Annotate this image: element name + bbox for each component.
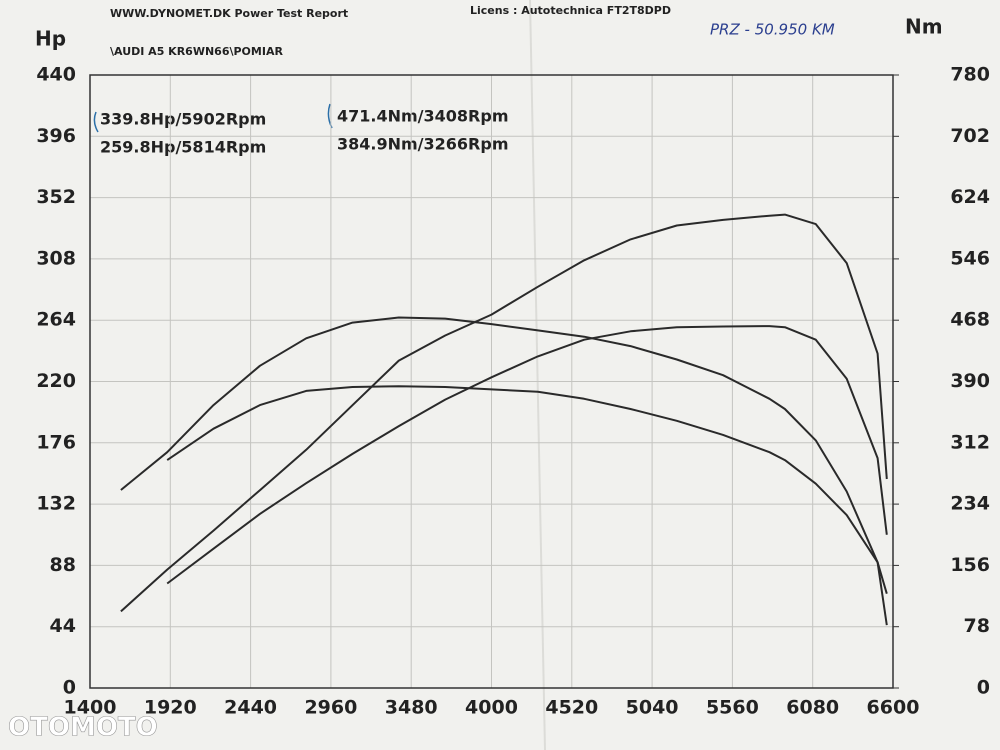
y-tick-label: 0 bbox=[63, 677, 76, 699]
x-tick-label: 2440 bbox=[224, 697, 277, 719]
y2-tick-label: 78 bbox=[964, 615, 990, 637]
x-tick-label: 1400 bbox=[64, 697, 117, 719]
y-tick-label: 396 bbox=[36, 125, 76, 147]
subtitle: \AUDI A5 KR6WN66\POMIAR bbox=[110, 45, 283, 58]
y2-tick-label: 702 bbox=[950, 125, 990, 147]
y2-tick-label: 156 bbox=[950, 554, 990, 576]
y2-tick-label: 546 bbox=[950, 247, 990, 269]
peak-label: 339.8Hp/5902Rpm bbox=[100, 110, 266, 129]
x-tick-label: 4000 bbox=[465, 697, 518, 719]
y2-tick-label: 390 bbox=[950, 370, 990, 392]
y2-tick-label: 624 bbox=[950, 186, 990, 208]
peak-label: 259.8Hp/5814Rpm bbox=[100, 138, 266, 157]
y2-tick-label: 780 bbox=[950, 64, 990, 86]
y-tick-label: 176 bbox=[36, 431, 76, 453]
plot-frame bbox=[89, 74, 894, 689]
x-tick-label: 1920 bbox=[144, 697, 197, 719]
y-tick-label: 88 bbox=[50, 554, 76, 576]
y2-tick-label: 312 bbox=[950, 431, 990, 453]
x-tick-label: 3480 bbox=[385, 697, 438, 719]
lines bbox=[120, 213, 888, 626]
y2-tick-label: 0 bbox=[977, 677, 990, 699]
license: Licens : Autotechnica FT2T8DPD bbox=[470, 4, 671, 17]
grid: 1400 1920 2440 2960 3480 4000 4520 5040 5560 6080… bbox=[36, 64, 990, 719]
peak-label: 384.9Nm/3266Rpm bbox=[337, 135, 509, 154]
series-line bbox=[166, 325, 888, 585]
report-header: WWW.DYNOMET.DK Power Test Report bbox=[110, 7, 348, 20]
paper-fold bbox=[529, 0, 546, 750]
series-line bbox=[120, 316, 888, 626]
y-tick-label: 132 bbox=[36, 493, 76, 515]
y-tick-label: 352 bbox=[36, 186, 76, 208]
y2-tick-label: 468 bbox=[950, 309, 990, 331]
y2-tick-label: 234 bbox=[950, 493, 990, 515]
y-tick-label: 220 bbox=[36, 370, 76, 392]
y-tick-label: 264 bbox=[36, 309, 76, 331]
series-line bbox=[120, 213, 888, 613]
x-tick-label: 6600 bbox=[867, 697, 920, 719]
x-tick-label: 5040 bbox=[626, 697, 679, 719]
series-line bbox=[166, 385, 888, 594]
y-tick-label: 44 bbox=[50, 615, 76, 637]
watermark: OTOMOTO bbox=[8, 713, 158, 743]
x-tick-label: 2960 bbox=[304, 697, 357, 719]
x-tick-label: 6080 bbox=[786, 697, 839, 719]
peak-label: 471.4Nm/3408Rpm bbox=[337, 107, 509, 126]
x-tick-label: 5560 bbox=[706, 697, 759, 719]
y2-axis-label: Nm bbox=[905, 15, 943, 39]
y-tick-label: 440 bbox=[36, 64, 76, 86]
handwritten-note: PRZ - 50.950 KM bbox=[710, 21, 835, 39]
x-tick-label: 4520 bbox=[545, 697, 598, 719]
y-tick-label: 308 bbox=[36, 247, 76, 269]
y-axis-label: Hp bbox=[35, 27, 66, 51]
